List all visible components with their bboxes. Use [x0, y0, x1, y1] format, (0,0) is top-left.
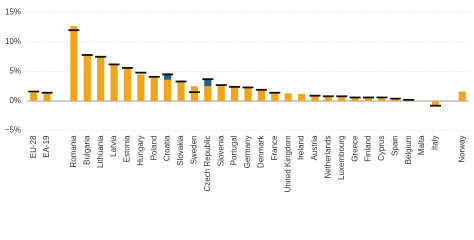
bar [257, 90, 265, 101]
bar [204, 78, 212, 87]
x-tick-label: Spain [390, 136, 399, 156]
bar [231, 86, 239, 101]
bar [324, 95, 332, 101]
x-tick-label: Portugal [230, 135, 239, 165]
bar [137, 74, 145, 101]
y-tick-label: 5% [9, 67, 21, 76]
x-tick-label: Lithuania [96, 135, 105, 168]
bar [338, 96, 346, 101]
bar [458, 91, 466, 101]
x-tick-label: Latvia [109, 135, 118, 157]
bar [43, 93, 51, 101]
x-tick-label: Malta [417, 135, 426, 155]
bar [378, 98, 386, 101]
bar [70, 26, 78, 101]
x-tick-label: Slovenia [216, 135, 225, 166]
x-tick-label: Sweden [190, 136, 199, 165]
bar [271, 92, 279, 101]
bar [123, 68, 132, 101]
x-tick-label: EU-28 [29, 135, 38, 158]
bar [418, 100, 426, 101]
bar [164, 79, 172, 101]
bar [244, 86, 252, 101]
x-tick-label: Cyprus [377, 136, 386, 161]
y-tick-label: 10% [5, 37, 21, 46]
x-tick-label: Poland [149, 136, 158, 161]
y-tick-label: 0% [9, 96, 21, 105]
x-tick-label: Greece [350, 135, 359, 162]
x-tick-label: Romania [69, 135, 78, 168]
x-tick-label: EA-19 [42, 135, 51, 158]
x-tick-label: Hungary [136, 136, 145, 166]
bar [391, 98, 399, 101]
bar [284, 93, 292, 101]
bar [311, 95, 319, 101]
x-tick-label: Estonia [123, 135, 132, 162]
bar [30, 92, 38, 101]
x-tick-label: Croatia [163, 135, 172, 161]
bar [431, 101, 440, 106]
x-tick-label: Ireland [297, 136, 306, 160]
x-tick-label: Denmark [257, 135, 266, 168]
bar [217, 85, 225, 101]
y-tick-label: −5% [5, 126, 21, 135]
x-tick-label: Slovakia [176, 135, 185, 166]
x-tick-label: Luxembourg [337, 136, 346, 180]
x-tick-label: Italy [431, 136, 440, 151]
bar [97, 56, 105, 101]
x-tick-label: France [270, 135, 279, 160]
x-tick-label: Czech Republic [203, 136, 212, 192]
x-tick-label: United Kingdom [283, 135, 292, 192]
bar [110, 64, 118, 101]
bar [164, 73, 172, 80]
bar [177, 80, 185, 101]
x-tick-label: Austria [310, 135, 319, 160]
bar [364, 97, 373, 101]
bar [297, 93, 306, 101]
x-tick-label: Bulgaria [82, 135, 91, 165]
bar [83, 54, 91, 101]
x-tick-label: Finland [364, 136, 373, 162]
bar [150, 76, 158, 101]
x-tick-label: Belgium [404, 135, 413, 164]
bar [204, 86, 212, 101]
x-tick-label: Norway [457, 136, 466, 163]
bar [190, 86, 199, 101]
y-tick-label: 15% [5, 8, 21, 17]
bar [351, 96, 359, 101]
x-tick-label: Netherlands [323, 136, 332, 179]
chart: −5% 0% 5% 10% 15% EU-28 EA-19 Romania Bulgaria Li… [5, 8, 469, 192]
x-tick-label: Germany [243, 136, 252, 169]
